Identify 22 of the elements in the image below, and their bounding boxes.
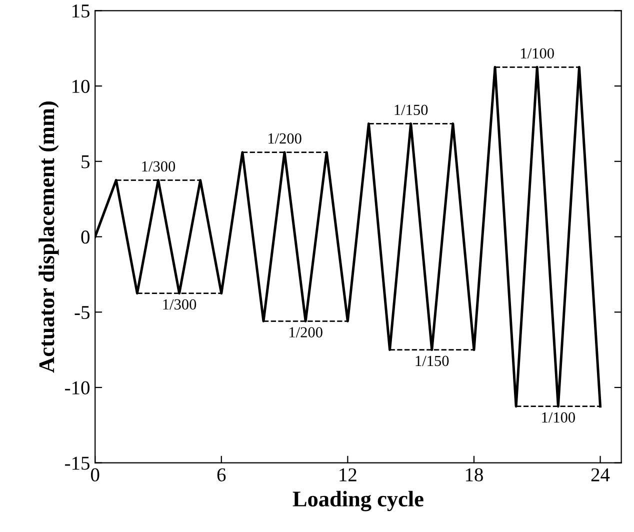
y-tick-label: -5	[74, 306, 90, 320]
y-tick-label: -15	[65, 456, 90, 470]
annotation: 1/300	[163, 299, 196, 310]
annotation: 1/100	[542, 412, 575, 423]
y-tick-label: -10	[65, 381, 90, 394]
x-tick-label: 12	[340, 468, 356, 482]
x-tick-label: 6	[217, 468, 226, 482]
x-tick-label: 24	[591, 468, 610, 482]
y-tick-label: 10	[72, 80, 90, 93]
y-tick-label: 15	[72, 4, 90, 18]
annotation: 1/150	[394, 104, 428, 116]
x-axis-title: Loading cycle	[292, 490, 424, 512]
annotation: 1/200	[268, 133, 302, 144]
annotation: 1/150	[416, 356, 449, 366]
annotation: 1/200	[290, 327, 322, 338]
x-tick-label: 18	[466, 468, 483, 482]
annotation: 1/100	[521, 48, 554, 59]
y-tick-label: 0	[81, 230, 90, 244]
annotation: 1/300	[142, 161, 176, 172]
y-tick-label: 5	[82, 155, 90, 168]
y-axis-title: Actuator displacement (mm)	[38, 102, 59, 373]
x-tick-label: 0	[90, 468, 100, 482]
